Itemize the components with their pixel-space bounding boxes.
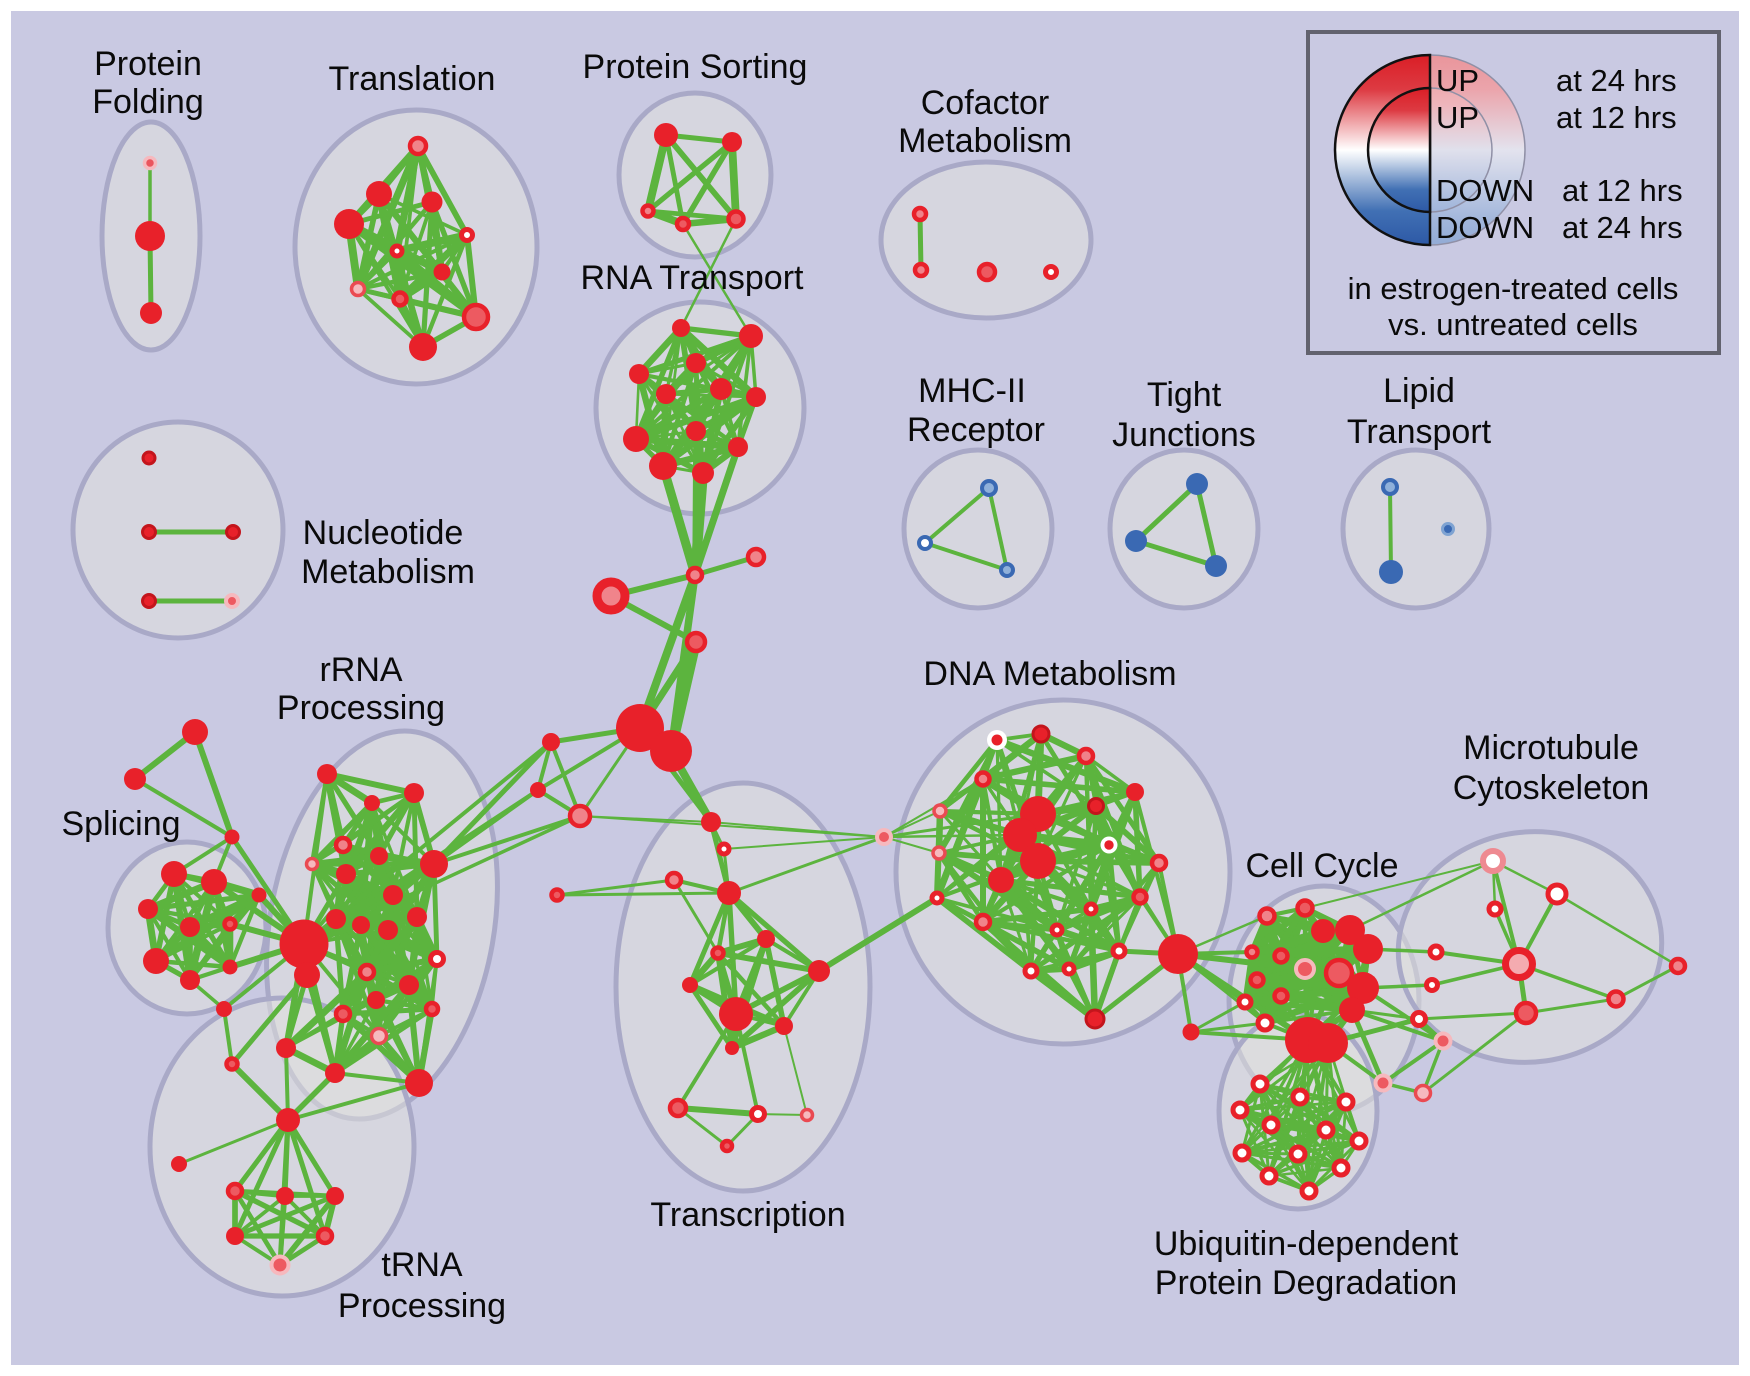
- svg-text:vs. untreated cells: vs. untreated cells: [1388, 307, 1638, 342]
- svg-text:Metabolism: Metabolism: [898, 122, 1072, 160]
- svg-text:Folding: Folding: [92, 83, 204, 121]
- svg-text:Processing: Processing: [338, 1287, 506, 1325]
- svg-text:Protein Sorting: Protein Sorting: [583, 48, 808, 86]
- svg-text:Junctions: Junctions: [1112, 416, 1256, 454]
- svg-text:Lipid: Lipid: [1383, 372, 1455, 410]
- svg-text:DOWN: DOWN: [1436, 210, 1534, 245]
- svg-text:Transcription: Transcription: [650, 1196, 845, 1234]
- svg-text:at 12 hrs: at 12 hrs: [1562, 173, 1683, 208]
- svg-text:Transport: Transport: [1347, 413, 1492, 451]
- svg-text:RNA Transport: RNA Transport: [581, 259, 805, 297]
- svg-text:DOWN: DOWN: [1436, 173, 1534, 208]
- svg-text:at 24 hrs: at 24 hrs: [1562, 210, 1683, 245]
- svg-text:Splicing: Splicing: [61, 805, 180, 843]
- svg-text:Protein Degradation: Protein Degradation: [1155, 1264, 1457, 1302]
- svg-text:UP: UP: [1436, 63, 1479, 98]
- svg-text:Ubiquitin-dependent: Ubiquitin-dependent: [1154, 1225, 1459, 1263]
- svg-text:Metabolism: Metabolism: [301, 553, 475, 591]
- svg-text:tRNA: tRNA: [381, 1246, 463, 1284]
- svg-text:Receptor: Receptor: [907, 411, 1045, 449]
- svg-text:rRNA: rRNA: [319, 651, 402, 689]
- svg-text:Translation: Translation: [329, 60, 496, 98]
- svg-text:Cofactor: Cofactor: [921, 84, 1050, 122]
- svg-text:Processing: Processing: [277, 689, 445, 727]
- svg-text:at 12 hrs: at 12 hrs: [1556, 100, 1677, 135]
- svg-text:Tight: Tight: [1147, 376, 1222, 414]
- svg-text:Microtubule: Microtubule: [1463, 729, 1639, 767]
- svg-text:Cytoskeleton: Cytoskeleton: [1453, 769, 1650, 807]
- svg-text:in estrogen-treated cells: in estrogen-treated cells: [1348, 271, 1679, 306]
- svg-text:DNA Metabolism: DNA Metabolism: [923, 655, 1176, 693]
- svg-text:UP: UP: [1436, 100, 1479, 135]
- svg-text:at 24 hrs: at 24 hrs: [1556, 63, 1677, 98]
- svg-text:Cell Cycle: Cell Cycle: [1245, 847, 1398, 885]
- svg-text:MHC-II: MHC-II: [918, 372, 1026, 410]
- svg-text:Protein: Protein: [94, 45, 202, 83]
- svg-text:Nucleotide: Nucleotide: [303, 514, 464, 552]
